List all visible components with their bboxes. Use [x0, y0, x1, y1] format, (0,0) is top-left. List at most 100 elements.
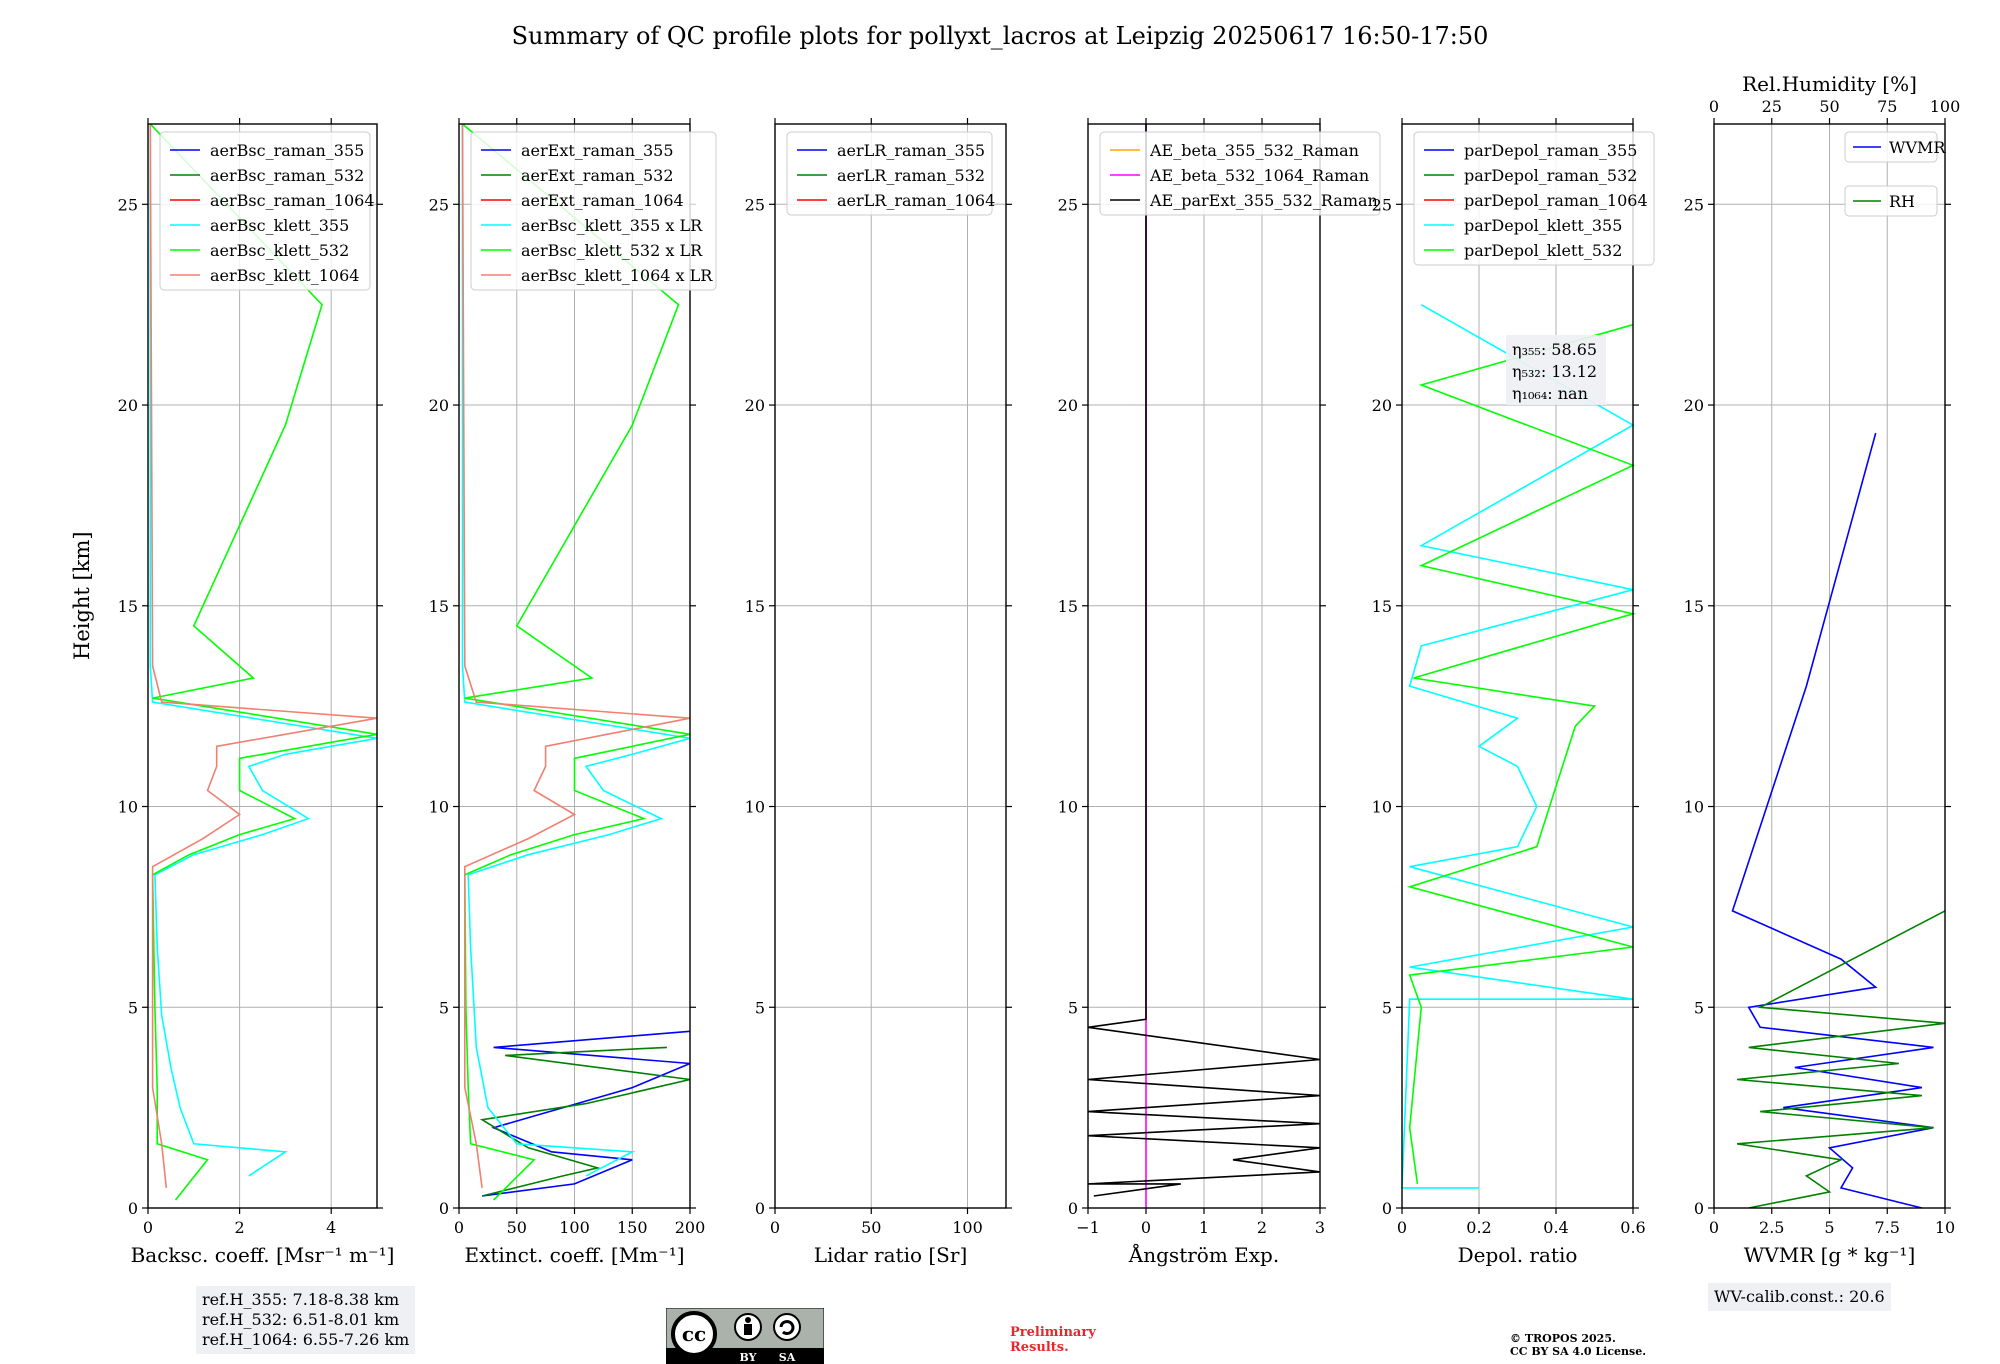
- panel-6-x2tick-label-1: 25: [1762, 97, 1782, 116]
- panel-5-ytick-label-0: 0: [1382, 1199, 1392, 1218]
- ref-height-532: ref.H_532: 6.51-8.01 km: [202, 1310, 400, 1329]
- panel-5-legend: [1413, 131, 1655, 266]
- panel-2-xtick-label-3: 150: [617, 1218, 648, 1237]
- panel-5-xtick-label-3: 0.6: [1620, 1218, 1645, 1237]
- panel-4-xtick-label-3: 2: [1257, 1218, 1267, 1237]
- panel-5-xtick-label-2: 0.4: [1543, 1218, 1568, 1237]
- panel-4-legend-label-2: AE_parExt_355_532_Raman: [1149, 191, 1378, 210]
- panel-6-legend-1: [1844, 185, 1938, 217]
- panel-2-legend-label-4: aerBsc_klett_532 x LR: [521, 241, 703, 260]
- panel-6-series-0: [1731, 432, 1934, 1209]
- panel-3-legend: [786, 131, 993, 216]
- panel-1-legend-label-4: aerBsc_klett_532: [210, 241, 349, 260]
- ref-height-355: ref.H_355: 7.18-8.38 km: [202, 1290, 400, 1309]
- wv-calib-box: WV-calib.const.: 20.6: [1708, 1283, 1891, 1311]
- panel-1-ytick-label-4: 20: [118, 396, 138, 415]
- panel-2-legend-label-0: aerExt_raman_355: [521, 141, 674, 160]
- panel-5-ytick-label-1: 5: [1382, 998, 1392, 1017]
- panel-4-xtick-label-0: −1: [1076, 1218, 1100, 1237]
- panel-2-legend: [470, 131, 717, 291]
- panel-5-xtick-label-0: 0: [1397, 1218, 1407, 1237]
- copyright-line-1: © TROPOS 2025.: [1510, 1332, 1616, 1345]
- panel-5-xtick-label-1: 0.2: [1466, 1218, 1491, 1237]
- panel-6-ytick-label-3: 15: [1684, 597, 1704, 616]
- panel-1-xtick-label-1: 2: [235, 1218, 245, 1237]
- panel-6-legend-label-1: RH: [1889, 192, 1915, 211]
- panel-1-ytick-label-5: 25: [118, 195, 138, 214]
- preliminary-line-2: Results.: [1010, 1340, 1069, 1355]
- panel-5-frame: [1401, 123, 1634, 1209]
- panel-6-x2tick-label-2: 50: [1819, 97, 1839, 116]
- panel-2-legend-label-3: aerBsc_klett_355 x LR: [521, 216, 703, 235]
- panel-6-ytick-label-5: 25: [1684, 195, 1704, 214]
- panel-5-annotation-2: η₁₀₆₄: nan: [1512, 384, 1588, 403]
- panel-3-ytick-label-2: 10: [745, 798, 765, 817]
- panel-3-legend-label-0: aerLR_raman_355: [837, 141, 985, 160]
- panel-2-xtick-label-1: 50: [507, 1218, 527, 1237]
- panel-3-xlabel: Lidar ratio [Sr]: [814, 1243, 968, 1267]
- panel-1-legend-label-1: aerBsc_raman_532: [210, 166, 364, 185]
- panel-4-ytick-label-4: 20: [1058, 396, 1078, 415]
- panel-5-legend-label-2: parDepol_raman_1064: [1464, 191, 1648, 210]
- panel-2-series-5: [461, 123, 691, 1189]
- panel-3-ytick-label-4: 20: [745, 396, 765, 415]
- panel-1-series-3: [149, 124, 378, 1177]
- panel-4-ytick-label-1: 5: [1068, 998, 1078, 1017]
- panel-5-annotation-box: [1506, 335, 1606, 405]
- panel-6-legend-0: [1844, 131, 1938, 163]
- panel-5-legend-label-0: parDepol_raman_355: [1464, 141, 1637, 160]
- cc-license-logo: cc BY SA: [666, 1308, 824, 1364]
- panel-6-xtick-label-2: 5: [1824, 1218, 1834, 1237]
- panel-6-ytick-label-1: 5: [1694, 998, 1704, 1017]
- panel-2-ytick-label-1: 5: [439, 998, 449, 1017]
- cc-by-label: BY: [740, 1351, 757, 1364]
- panel-1-xtick-label-0: 0: [143, 1218, 153, 1237]
- panel-5-legend-label-3: parDepol_klett_355: [1464, 216, 1622, 235]
- panel-5-legend-label-1: parDepol_raman_532: [1464, 166, 1637, 185]
- panel-6-xtick-label-1: 2.5: [1759, 1218, 1784, 1237]
- panel-2-legend-label-1: aerExt_raman_532: [521, 166, 674, 185]
- panel-3-ytick-label-3: 15: [745, 597, 765, 616]
- panel-1-legend: [159, 131, 371, 291]
- panel-6-xlabel: WVMR [g * kg⁻¹]: [1744, 1243, 1916, 1267]
- panel-3-legend-label-2: aerLR_raman_1064: [837, 191, 995, 210]
- cc-mark: cc: [682, 1322, 706, 1346]
- panel-4-legend: [1099, 131, 1381, 216]
- panel-2-ytick-label-3: 15: [429, 597, 449, 616]
- page-title: Summary of QC profile plots for pollyxt_…: [511, 22, 1489, 50]
- panel-4-xtick-label-2: 1: [1199, 1218, 1209, 1237]
- panel-5-ytick-label-3: 15: [1372, 597, 1392, 616]
- panel-1-ytick-label-1: 5: [128, 998, 138, 1017]
- copyright-note: © TROPOS 2025. CC BY SA 4.0 License.: [1510, 1332, 1646, 1358]
- preliminary-note: Preliminary Results.: [1010, 1325, 1096, 1355]
- panel-1-frame: [147, 123, 378, 1209]
- panel-2-xtick-label-0: 0: [454, 1218, 464, 1237]
- panel-5-ytick-label-5: 25: [1372, 195, 1392, 214]
- sa-share-icon: [773, 1313, 801, 1341]
- panel-1-legend-label-3: aerBsc_klett_355: [210, 216, 349, 235]
- panel-4-ytick-label-5: 25: [1058, 195, 1078, 214]
- panel-2-xlabel: Extinct. coeff. [Mm⁻¹]: [464, 1243, 684, 1267]
- panel-4-ytick-label-3: 15: [1058, 597, 1078, 616]
- panel-5-series-4: [1406, 323, 1637, 1185]
- panel-1-ytick-label-3: 15: [118, 597, 138, 616]
- panel-1-legend-label-2: aerBsc_raman_1064: [210, 191, 375, 210]
- panel-3-ytick-label-0: 0: [755, 1199, 765, 1218]
- panel-5-annotation-0: η₃₅₅: 58.65: [1512, 340, 1597, 359]
- panel-2-series-3: [461, 124, 691, 1177]
- panel-1-xtick-label-2: 4: [326, 1218, 336, 1237]
- panel-2-xtick-label-4: 200: [675, 1218, 706, 1237]
- panel-4-ytick-label-2: 10: [1058, 798, 1078, 817]
- panel-2-ytick-label-5: 25: [429, 195, 449, 214]
- cc-circle-icon: [671, 1311, 717, 1357]
- panel-4-xtick-label-4: 3: [1315, 1218, 1325, 1237]
- panel-4-xlabel: Ångström Exp.: [1128, 1242, 1279, 1267]
- panel-6-xtick-label-0: 0: [1709, 1218, 1719, 1237]
- panel-5-ytick-label-2: 10: [1372, 798, 1392, 817]
- panel-6-ytick-label-4: 20: [1684, 396, 1704, 415]
- panel-6-series-1: [1736, 910, 1946, 1209]
- panel-3-ytick-label-1: 5: [755, 998, 765, 1017]
- panel-1-ytick-label-0: 0: [128, 1199, 138, 1218]
- panel-3-ytick-label-5: 25: [745, 195, 765, 214]
